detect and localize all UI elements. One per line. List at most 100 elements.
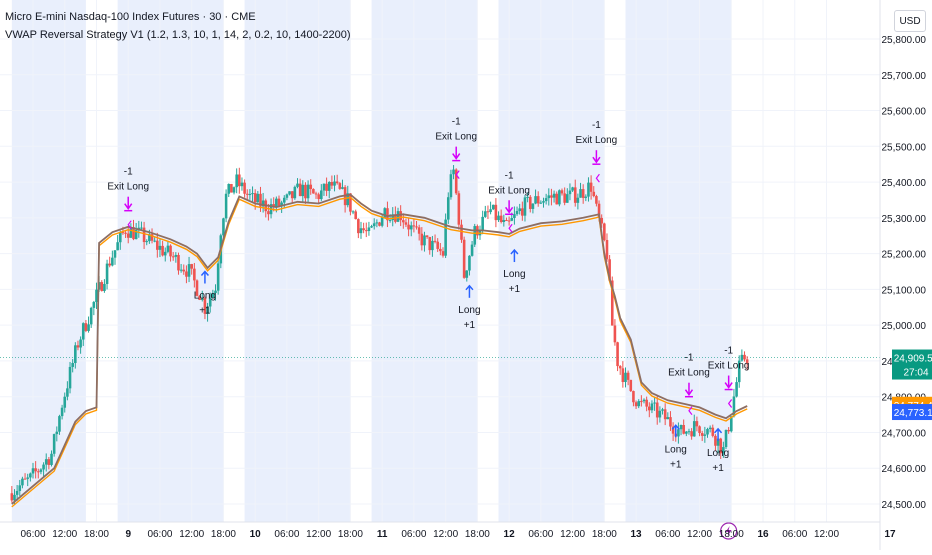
- x-tick-label: 18:00: [84, 529, 109, 540]
- candle-body: [100, 282, 104, 291]
- x-tick-label: 12:00: [687, 529, 712, 540]
- candle-body: [505, 220, 508, 222]
- candle-body: [600, 217, 603, 224]
- exit-label: Exit Long: [107, 182, 149, 193]
- y-tick-label: 24,500.00: [882, 500, 927, 511]
- candle-body: [177, 254, 180, 271]
- candle-body: [108, 263, 112, 266]
- exit-qty-label: -1: [124, 167, 133, 178]
- candle-body: [240, 182, 244, 187]
- candle-body: [314, 193, 318, 195]
- candle-body: [333, 181, 336, 186]
- candle-body: [34, 468, 37, 472]
- candle-body: [153, 240, 156, 242]
- candle-body: [327, 181, 331, 191]
- candle-body: [248, 194, 252, 196]
- x-tick-label: 12:00: [179, 529, 204, 540]
- candle-body: [481, 216, 484, 231]
- candle-body: [232, 187, 236, 193]
- candle-body: [402, 220, 405, 223]
- x-tick-label: 11: [377, 529, 388, 540]
- candle-body: [15, 490, 19, 495]
- candle-body: [116, 242, 119, 251]
- candle-body: [44, 459, 48, 465]
- candle-body: [433, 240, 437, 242]
- candle-body: [60, 407, 64, 417]
- session-shade: [244, 0, 351, 522]
- band-price-tag: 24,773.13: [894, 408, 932, 419]
- indicator-legend[interactable]: VWAP Reversal Strategy V1 (1.2, 1.3, 10,…: [5, 29, 351, 41]
- candle-body: [420, 233, 424, 246]
- candle-body: [156, 240, 159, 250]
- exit-qty-label: -1: [592, 120, 601, 131]
- long-entry-marker: Long +1: [194, 270, 216, 317]
- candle-body: [640, 401, 643, 403]
- candle-body: [364, 230, 368, 232]
- y-tick-label: 25,600.00: [882, 107, 927, 118]
- candle-body: [423, 235, 426, 246]
- candle-body: [124, 232, 127, 234]
- candles: [10, 165, 749, 505]
- candle-body: [362, 228, 365, 231]
- candle-body: [36, 471, 40, 473]
- candle-body: [518, 208, 521, 212]
- candle-body: [671, 426, 675, 434]
- candle-body: [589, 182, 593, 192]
- x-tick-label: 16: [757, 529, 769, 540]
- candle-body: [195, 280, 199, 296]
- lightning-icon: [725, 526, 732, 536]
- candle-body: [50, 453, 53, 465]
- exit-arrow-head: [452, 153, 461, 160]
- candle-body: [603, 223, 606, 241]
- candle-body: [304, 184, 307, 199]
- candle-body: [595, 196, 598, 204]
- x-tick-label: 06:00: [401, 529, 426, 540]
- candle-body: [542, 201, 545, 203]
- candle-body: [251, 193, 254, 195]
- exit-chevron: [727, 399, 733, 408]
- candle-body: [650, 403, 654, 411]
- symbol-title[interactable]: Micro E-mini Nasdaq-100 Index Futures · …: [5, 11, 256, 23]
- candle-body: [375, 222, 379, 224]
- candle-body: [698, 426, 701, 434]
- candle-body: [380, 217, 384, 226]
- candle-body: [95, 289, 98, 303]
- candle-body: [275, 198, 278, 207]
- candle-body: [211, 293, 215, 298]
- candle-body: [325, 183, 328, 191]
- candle-body: [409, 225, 413, 230]
- candle-body: [190, 264, 194, 269]
- candle-body: [349, 193, 352, 212]
- candle-body: [18, 485, 22, 491]
- candle-body: [121, 232, 125, 234]
- exit-label: Exit Long: [576, 135, 618, 146]
- candle-body: [692, 421, 696, 437]
- long-qty-label: +1: [670, 459, 682, 470]
- candle-body: [163, 251, 167, 256]
- candle-body: [484, 211, 487, 217]
- long-label: Long: [665, 444, 687, 455]
- candle-body: [407, 224, 410, 230]
- candle-body: [317, 194, 320, 200]
- candle-body: [685, 431, 688, 434]
- candle-body: [63, 396, 67, 408]
- session-shade: [498, 0, 605, 522]
- long-entry-marker: Long +1: [503, 248, 526, 295]
- y-tick-label: 24,700.00: [882, 428, 927, 439]
- candle-body: [539, 202, 543, 204]
- y-tick-label: 25,300.00: [882, 214, 927, 225]
- candle-body: [309, 184, 313, 190]
- exit-chevron: [595, 173, 600, 183]
- candle-body: [298, 183, 302, 197]
- candle-body: [608, 259, 611, 281]
- candle-body: [89, 307, 93, 325]
- candle-body: [454, 169, 458, 194]
- candle-body: [732, 396, 736, 417]
- candle-body: [206, 306, 209, 314]
- band-price-tag-bg: [892, 404, 932, 421]
- currency-button[interactable]: USD: [894, 10, 926, 32]
- candle-body: [23, 478, 27, 480]
- x-tick-label: 12:00: [560, 529, 585, 540]
